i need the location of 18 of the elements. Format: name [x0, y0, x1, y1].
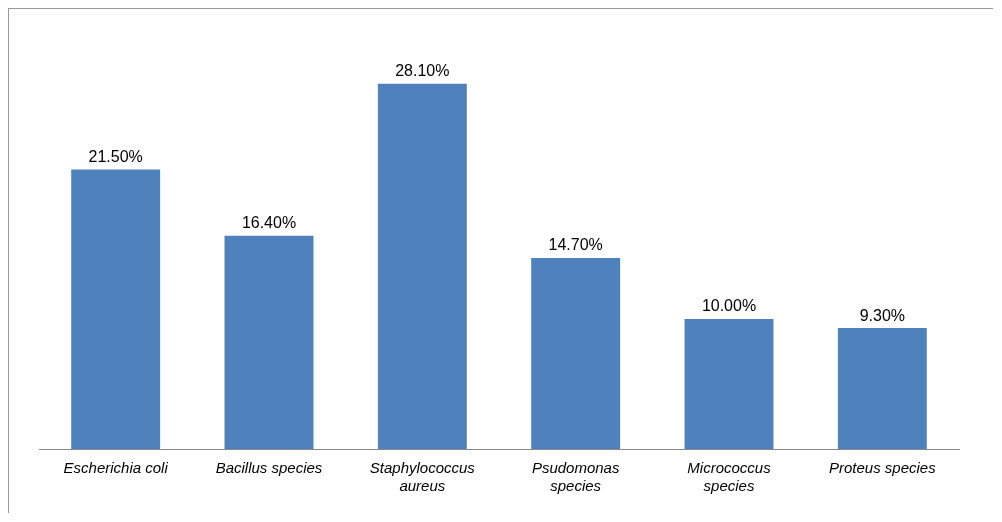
- data-label: 21.50%: [88, 147, 143, 165]
- bar: [224, 235, 314, 449]
- data-label: 9.30%: [859, 306, 906, 324]
- x-tick-label: Staphylococcus aureus: [369, 459, 476, 495]
- bar: [837, 328, 927, 449]
- x-tick-label: Bacillus species: [215, 459, 323, 477]
- x-tick-label: Psudomonas species: [531, 459, 620, 495]
- x-tick-label: Micrococcus species: [687, 459, 772, 495]
- bar: [684, 319, 774, 449]
- bar: [377, 83, 467, 449]
- x-tick-label: Escherichia coli: [63, 459, 169, 477]
- data-label: 14.70%: [548, 236, 603, 254]
- bar: [71, 169, 161, 449]
- x-tick-label: Proteus species: [828, 459, 937, 477]
- data-label: 10.00%: [701, 297, 757, 315]
- data-label: 28.10%: [395, 62, 450, 80]
- data-label: 16.40%: [241, 214, 297, 232]
- bar: [531, 257, 621, 449]
